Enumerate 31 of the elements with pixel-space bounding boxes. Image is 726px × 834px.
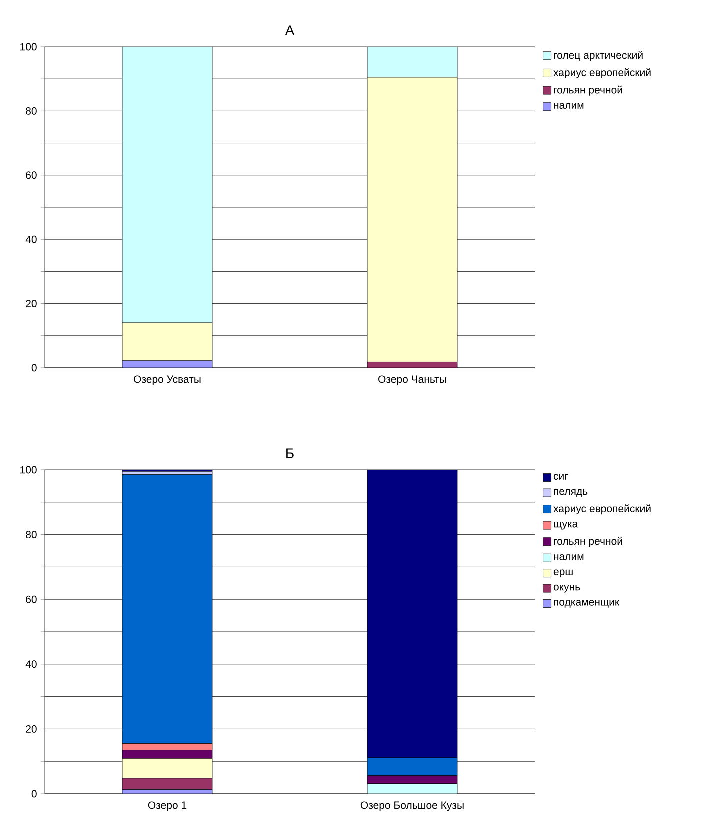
y-tick-label: 40 [26,236,37,244]
chart-title: А [285,26,295,36]
legend-label: хариус европейский [554,504,651,515]
y-tick-label: 20 [26,300,37,308]
legend-label: сиг [554,474,568,480]
y-tick-label: 100 [20,43,37,51]
y-tick-label: 60 [26,172,37,180]
x-tick-label: Озеро Чаньты [378,376,446,386]
legend-label: гольян речной [554,86,622,96]
legend-label: гольян речной [554,537,622,548]
legend-label: голец арктический [554,51,643,62]
y-tick-label: 100 [20,466,37,474]
legend-label: хариус европейский [554,68,651,78]
x-tick-label: Озеро Большое Кузы [360,802,464,812]
legend-label: ерш [554,570,573,578]
legend-label: подкаменщик [554,600,620,608]
legend-label: налим [554,554,584,560]
y-tick-label: 40 [26,660,37,668]
y-tick-label: 20 [26,725,37,733]
y-tick-label: 0 [32,790,37,798]
y-tick-label: 80 [26,107,37,115]
chart-title: Б [286,448,294,458]
x-tick-label: Озеро Усваты [134,376,201,386]
legend-label: налим [554,103,584,109]
y-tick-label: 60 [26,596,37,604]
legend-label: щука [554,522,578,530]
y-tick-label: 0 [32,364,37,372]
legend-label: пелядь [554,489,588,498]
y-tick-label: 80 [26,531,37,539]
x-tick-label: Озеро 1 [148,802,187,812]
legend-label: окунь [554,584,580,593]
